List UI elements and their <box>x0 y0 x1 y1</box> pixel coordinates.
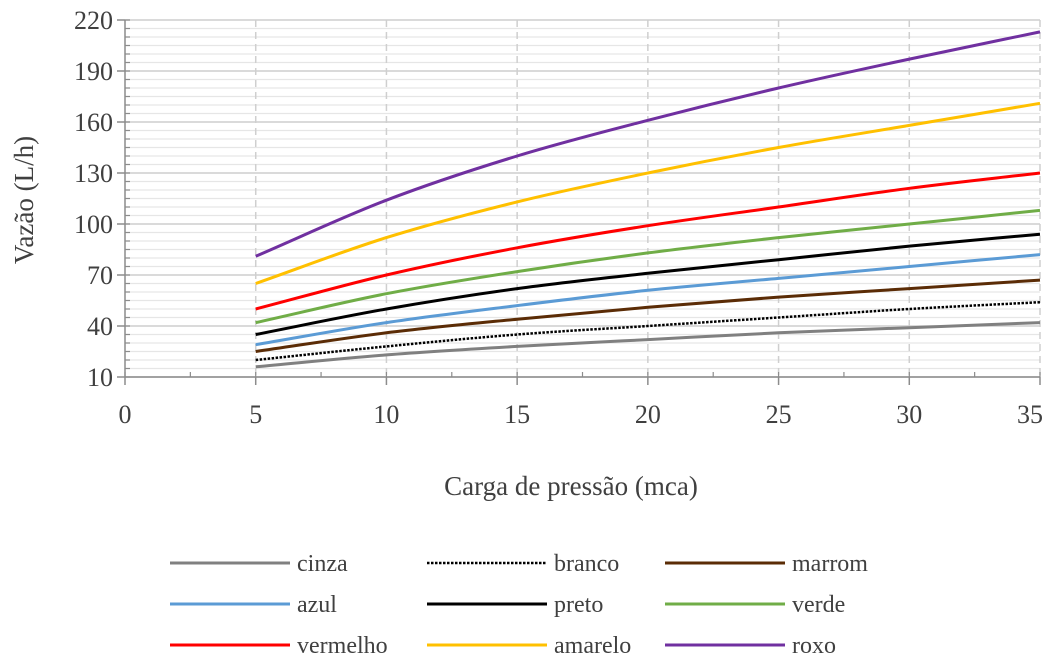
x-tick-label: 0 <box>119 400 132 429</box>
x-tick-label: 25 <box>766 400 792 429</box>
series-line-roxo <box>255 30 1041 258</box>
y-tick-label: 160 <box>74 108 113 137</box>
x-tick-label: 10 <box>373 400 399 429</box>
legend-label-preto: preto <box>554 592 603 618</box>
series-line-verde <box>255 208 1041 325</box>
series-line-branco <box>255 300 1041 362</box>
series-line-preto <box>255 232 1041 336</box>
y-tick-label: 40 <box>87 312 113 341</box>
legend-label-vermelho: vermelho <box>297 633 388 659</box>
series-lines <box>255 30 1041 369</box>
legend-label-azul: azul <box>297 592 337 618</box>
y-tick-label: 100 <box>74 210 113 239</box>
y-tick-label: 70 <box>87 261 113 290</box>
legend-label-verde: verde <box>792 592 845 618</box>
y-tick-label: 130 <box>74 159 113 188</box>
series-line-vermelho <box>255 171 1041 311</box>
x-tick-label: 30 <box>896 400 922 429</box>
x-tick-label: 35 <box>1017 400 1043 429</box>
series-line-amarelo <box>255 101 1041 285</box>
axes <box>117 19 1041 385</box>
tick-labels: 10 40 70 100 130 160 190 220 0 5 10 15 20 25 30 35 <box>74 6 1043 429</box>
y-tick-label: 10 <box>87 363 113 392</box>
x-axis-title: Carga de pressão (mca) <box>444 471 698 501</box>
legend-label-branco: branco <box>554 551 619 577</box>
y-tick-label: 190 <box>74 57 113 86</box>
series-line-cinza <box>255 321 1041 369</box>
x-tick-label: 15 <box>504 400 530 429</box>
legend-label-cinza: cinza <box>297 551 348 577</box>
x-tick-label: 5 <box>249 400 262 429</box>
y-axis-title: Vazão (L/h) <box>9 136 39 264</box>
legend-label-roxo: roxo <box>792 633 836 659</box>
grid <box>125 19 1041 378</box>
series-line-azul <box>255 253 1041 347</box>
legend: cinza branco marrom azul preto verde vermelho a… <box>170 551 868 659</box>
series-line-marrom <box>255 278 1041 353</box>
legend-label-amarelo: amarelo <box>554 633 631 659</box>
legend-label-marrom: marrom <box>792 551 868 577</box>
y-tick-label: 220 <box>74 6 113 35</box>
x-tick-label: 20 <box>635 400 661 429</box>
